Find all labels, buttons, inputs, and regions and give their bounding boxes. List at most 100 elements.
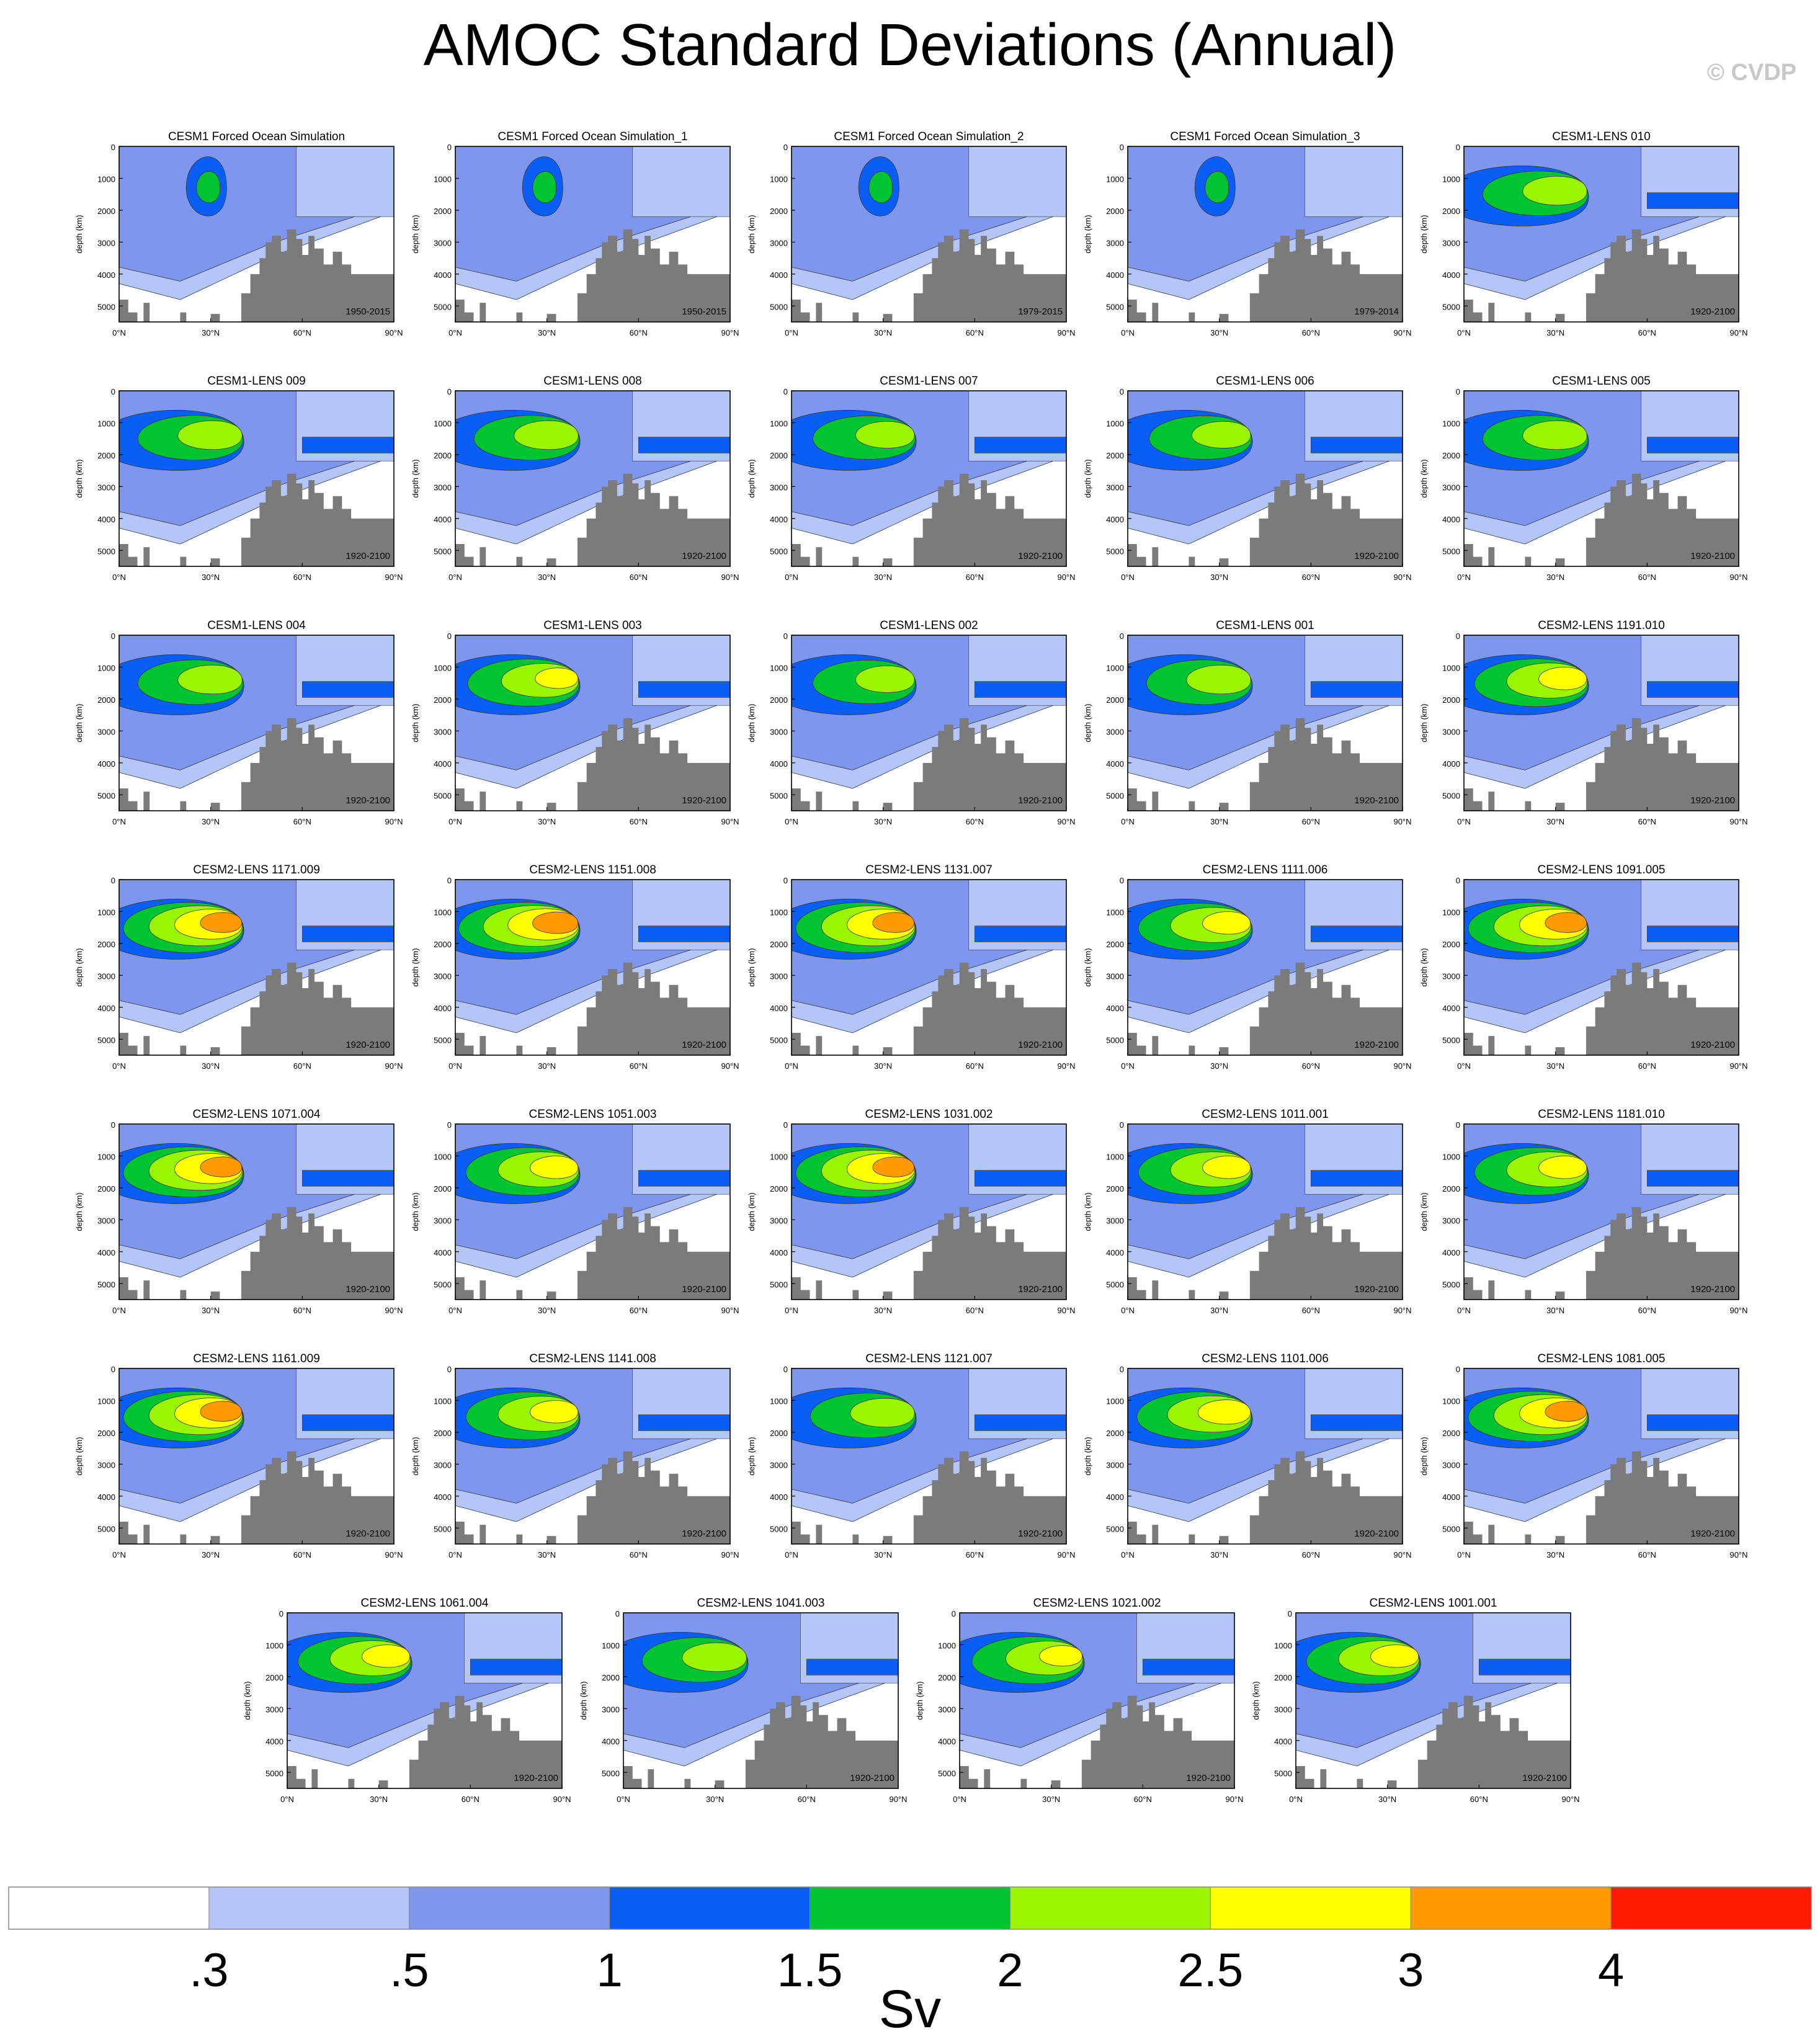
y-tick-label: 1000 [97,1152,115,1161]
y-tick-label: 1000 [1442,908,1460,917]
x-tick-label: 30°N [1546,328,1564,337]
x-tick-label: 30°N [1042,1795,1060,1804]
contour-band [1143,1659,1234,1675]
x-tick-label: 0°N [1457,328,1471,337]
y-tick-label: 1000 [1106,908,1124,917]
y-tick-label: 3000 [97,238,115,248]
y-tick-label: 5000 [97,1280,115,1289]
contour-band [975,681,1066,698]
y-tick-label: 0 [447,876,452,885]
x-tick-label: 90°N [1393,1306,1411,1315]
plot-frame [118,1368,395,1545]
contour-band [850,1398,915,1428]
panel-title: CESM2-LENS 1131.007 [865,863,993,877]
panel: CESM1-LENS 005 0 1000 2000 3000 4000 5000 depth… [1419,375,1748,582]
y-tick-label: 1000 [602,1641,620,1650]
x-tick-label: 30°N [538,328,556,337]
x-tick-label: 30°N [202,573,220,582]
x-tick-label: 30°N [202,817,220,826]
y-tick-label: 2000 [1442,940,1460,949]
x-tick-label: 60°N [1302,1061,1320,1071]
y-tick-label: 2000 [1274,1673,1292,1682]
contour-band [1545,912,1587,933]
x-tick-label: 60°N [1302,328,1320,337]
contour-band [855,421,915,448]
y-axis-label: depth (km) [747,1437,756,1475]
x-tick-label: 90°N [1729,817,1747,826]
x-tick-label: 90°N [889,1795,907,1804]
y-tick-label: 0 [1120,631,1124,641]
panel-title: CESM2-LENS 1101.006 [1202,1352,1329,1365]
period-label: 1920-2100 [346,1528,390,1539]
panel-title: CESM2-LENS 1121.007 [865,1352,993,1365]
panel: CESM1-LENS 002 0 1000 2000 3000 4000 5000 depth… [747,619,1076,826]
y-axis-label: depth (km) [1419,948,1429,986]
x-tick-label: 90°N [721,1306,739,1315]
panel-title: CESM2-LENS 1091.005 [1538,863,1666,877]
panel: CESM2-LENS 1111.006 0 1000 2000 3000 4000 5000… [1083,863,1412,1071]
contour-band [1197,1399,1251,1425]
y-axis-label: depth (km) [747,215,756,253]
y-tick-label: 2000 [770,207,788,216]
y-tick-label: 0 [1456,1120,1460,1130]
y-tick-label: 2000 [265,1673,283,1682]
plot-area [119,635,394,811]
y-tick-label: 5000 [1442,1035,1460,1045]
y-tick-label: 5000 [770,1524,788,1533]
y-tick-label: 2000 [1106,1184,1124,1194]
plot-area [1128,1124,1403,1300]
y-tick-label: 3000 [1106,1216,1124,1225]
panel: CESM2-LENS 1041.003 0 1000 2000 3000 4000 5000… [579,1597,908,1804]
bathymetry [1128,1207,1403,1300]
y-axis-label: depth (km) [1419,703,1429,742]
x-tick-label: 0°N [1121,817,1135,826]
panel-title: CESM1-LENS 007 [880,375,978,388]
contour-band [975,926,1066,942]
contour-band [1205,171,1229,203]
panel: CESM2-LENS 1001.001 0 1000 2000 3000 4000 5000… [1251,1597,1580,1804]
bathymetry [1128,229,1403,322]
y-tick-label: 0 [111,1365,115,1374]
y-tick-label: 1000 [770,663,788,672]
period-label: 1920-2100 [346,1040,390,1050]
x-tick-label: 0°N [617,1795,630,1804]
y-tick-label: 2000 [434,940,452,949]
y-tick-label: 5000 [1106,1524,1124,1533]
bathymetry [792,718,1066,811]
y-tick-label: 4000 [770,1004,788,1013]
y-tick-label: 5000 [1442,302,1460,311]
panel-title: CESM2-LENS 1021.002 [1033,1597,1161,1610]
bathymetry [792,1451,1066,1544]
x-tick-label: 90°N [1225,1795,1243,1804]
x-tick-label: 60°N [1638,817,1656,826]
plot-area [1464,391,1739,566]
x-tick-label: 90°N [385,1550,403,1559]
contour-band [975,1414,1066,1431]
panel: CESM2-LENS 1031.002 0 1000 2000 3000 4000 5000… [747,1108,1076,1315]
contour-band [200,1156,242,1177]
panel-title: CESM2-LENS 1061.004 [361,1597,489,1610]
x-tick-label: 60°N [630,817,648,826]
y-tick-label: 0 [783,876,788,885]
y-tick-label: 2000 [1106,1429,1124,1438]
y-tick-label: 3000 [770,483,788,492]
x-tick-label: 0°N [1457,1061,1471,1071]
bathymetry [792,962,1066,1055]
y-tick-label: 4000 [1106,1492,1124,1502]
x-tick-label: 30°N [1546,1550,1564,1559]
y-tick-label: 3000 [434,1460,452,1470]
plot-area [792,391,1066,566]
contour-band [1647,1170,1739,1187]
plot-area [119,1368,394,1544]
y-tick-label: 1000 [97,663,115,672]
contour-band [532,171,556,203]
plot-area [792,1124,1066,1300]
panel-title: CESM1-LENS 003 [543,619,641,632]
contour-band [868,171,893,203]
x-tick-label: 0°N [112,1306,126,1315]
y-tick-label: 5000 [770,791,788,800]
y-tick-label: 4000 [434,515,452,524]
y-axis-label: depth (km) [1419,459,1429,497]
y-tick-label: 4000 [1106,1248,1124,1257]
plot-frame [1463,390,1739,567]
